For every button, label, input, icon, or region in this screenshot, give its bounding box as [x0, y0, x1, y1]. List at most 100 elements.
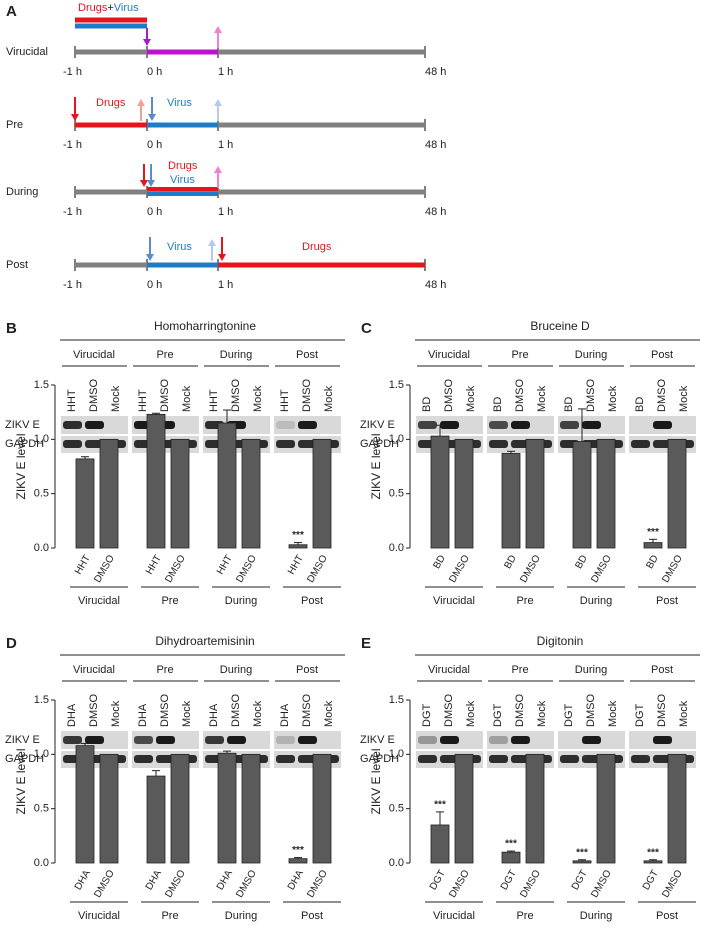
band — [511, 755, 530, 763]
x-tick-label: DMSO — [92, 553, 117, 585]
arrow-head — [147, 180, 155, 187]
group-label: Pre — [156, 349, 173, 361]
panel-letter: E — [361, 635, 371, 652]
y-tick-label: 0.5 — [389, 488, 404, 500]
x-tick-label: DHA — [286, 868, 306, 892]
lane-label: DMSO — [159, 694, 171, 727]
group-label: Pre — [161, 910, 178, 922]
y-tick-label: 1.5 — [389, 379, 404, 391]
bar — [170, 438, 190, 549]
lane-label: BD — [563, 397, 575, 412]
x-tick-label: HHT — [215, 553, 235, 576]
lane-label: BD — [492, 397, 504, 412]
panel-title: Bruceine D — [530, 319, 590, 333]
y-tick-label: 0.0 — [34, 542, 49, 554]
bar — [643, 542, 663, 549]
band — [63, 736, 82, 744]
panel-letter: B — [6, 320, 17, 337]
x-tick-label: DMSO — [660, 553, 685, 585]
blot-row-label: GAPDH — [360, 438, 399, 450]
blot-row-label: GAPDH — [5, 753, 44, 765]
x-tick-label: DMSO — [660, 868, 685, 900]
significance: *** — [647, 847, 659, 858]
group-label: Pre — [156, 664, 173, 676]
virucidal-label: Drugs+Virus — [78, 2, 139, 14]
x-tick-label: DMSO — [92, 868, 117, 900]
time-label: 48 h — [425, 206, 446, 218]
band — [560, 421, 579, 429]
bar — [430, 435, 450, 549]
time-label: -1 h — [63, 66, 82, 78]
panel-title: Dihydroartemisinin — [155, 634, 254, 648]
x-tick-label: BD — [431, 553, 447, 571]
lane-label: Mock — [607, 700, 619, 727]
lane-label: Mock — [252, 700, 264, 727]
time-label: 0 h — [147, 139, 162, 151]
significance: *** — [292, 530, 304, 541]
y-axis-label: ZIKV E level — [14, 748, 28, 814]
bar — [241, 753, 261, 864]
lane-label: DMSO — [88, 694, 100, 727]
band — [582, 755, 601, 763]
bar — [288, 858, 308, 864]
lane-label: DMSO — [656, 694, 668, 727]
lane-label: DMSO — [230, 379, 242, 412]
time-label: 48 h — [425, 66, 446, 78]
x-tick-label: DMSO — [589, 553, 614, 585]
lane-label: Mock — [536, 700, 548, 727]
virus-label: Virus — [167, 241, 192, 253]
significance: *** — [576, 847, 588, 858]
time-label: 0 h — [147, 66, 162, 78]
group-label: Pre — [516, 595, 533, 607]
lane-label: DGT — [634, 704, 646, 728]
bar — [312, 438, 332, 549]
lane-label: DMSO — [301, 694, 313, 727]
lane-label: DHA — [137, 703, 149, 727]
time-label: 1 h — [218, 279, 233, 291]
band — [511, 421, 530, 429]
bar — [501, 453, 521, 549]
lane-label: Mock — [536, 385, 548, 412]
group-label: Post — [656, 910, 678, 922]
x-tick-label: BD — [573, 553, 589, 571]
x-tick-label: HHT — [73, 553, 93, 576]
band — [63, 421, 82, 429]
x-tick-label: HHT — [286, 553, 306, 576]
bar — [572, 441, 592, 549]
band — [63, 440, 82, 448]
band — [134, 755, 153, 763]
lane-label: DMSO — [514, 694, 526, 727]
band — [653, 440, 672, 448]
y-axis-label: ZIKV E level — [369, 748, 383, 814]
x-tick-label: DMSO — [305, 868, 330, 900]
y-tick-label: 1.0 — [34, 433, 49, 445]
group-label: Post — [296, 664, 318, 676]
label-part: + — [107, 2, 113, 14]
bar — [454, 753, 474, 864]
lane-label: HHT — [137, 389, 149, 412]
lane-label: Mock — [181, 700, 193, 727]
time-label: 1 h — [218, 139, 233, 151]
lane-label: Mock — [465, 700, 477, 727]
blot-row-label: GAPDH — [5, 438, 44, 450]
band — [156, 736, 175, 744]
group-label: During — [225, 910, 257, 922]
arrow-head — [214, 166, 222, 173]
band — [418, 736, 437, 744]
group-label: Post — [301, 595, 323, 607]
lane-label: DMSO — [656, 379, 668, 412]
band — [560, 755, 579, 763]
lane-label: DMSO — [443, 379, 455, 412]
x-tick-label: DMSO — [589, 868, 614, 900]
lane-label: Mock — [181, 385, 193, 412]
band — [85, 736, 104, 744]
lane-label: Mock — [678, 700, 690, 727]
time-label: 48 h — [425, 139, 446, 151]
lane-label: Mock — [110, 700, 122, 727]
group-label: Virucidal — [428, 664, 470, 676]
group-label: Post — [656, 595, 678, 607]
band — [631, 755, 650, 763]
group-label: During — [220, 664, 252, 676]
blot-row-label: ZIKV E — [360, 734, 395, 746]
bar — [241, 438, 261, 549]
